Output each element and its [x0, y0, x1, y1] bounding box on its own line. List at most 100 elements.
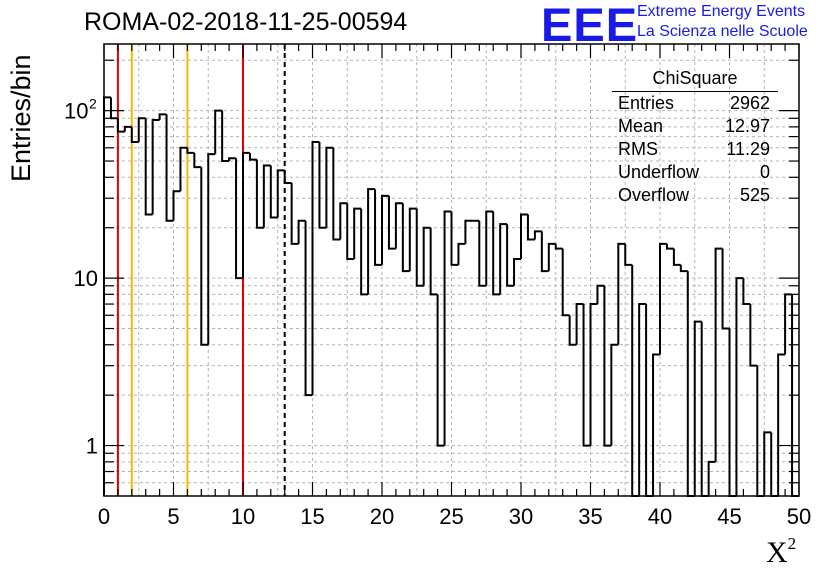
histogram-bin	[123, 125, 132, 132]
logo-line-2: La Scienza nelle Scuole	[637, 23, 808, 40]
histogram-bin	[144, 118, 153, 216]
histogram-bin	[526, 214, 535, 241]
histogram-bin	[374, 189, 382, 266]
histogram-bin	[290, 182, 299, 245]
histogram-bin	[478, 220, 487, 287]
stats-value: 11.29	[726, 139, 770, 159]
histogram-bin	[513, 258, 521, 286]
histogram-bin	[401, 203, 410, 273]
x-axis-label: X2	[766, 534, 797, 570]
histogram-bin	[387, 195, 396, 250]
histogram-bin	[109, 97, 118, 120]
x-tick-label: 30	[509, 504, 533, 529]
stats-label: Mean	[618, 116, 664, 136]
x-tick-label: 50	[787, 504, 811, 529]
x-tick-label: 40	[648, 504, 672, 529]
histogram-bin	[617, 242, 626, 345]
histogram-bin	[269, 165, 278, 219]
histogram-bin	[415, 208, 424, 287]
x-tick-label: 35	[578, 504, 602, 529]
stats-row-overflow: Overflow 525	[612, 184, 778, 207]
axis-ticks	[103, 44, 800, 496]
eee-logo: EEE	[541, 0, 639, 51]
histogram-bin	[276, 169, 285, 218]
histogram-bin	[235, 158, 243, 280]
histogram-bin	[693, 320, 702, 496]
histogram-bin	[346, 203, 355, 261]
histogram-bin	[297, 219, 306, 244]
histogram-bin	[103, 96, 111, 496]
histogram-bin	[763, 431, 772, 496]
histogram-bin	[242, 151, 250, 279]
x-tick-label: 0	[98, 504, 110, 529]
histogram-bin	[130, 126, 139, 143]
histogram-bin	[200, 167, 209, 346]
histogram-bin	[457, 242, 466, 265]
stats-title: ChiSquare	[612, 68, 778, 92]
histogram-bin	[179, 146, 188, 192]
stats-label: Entries	[618, 93, 675, 113]
histogram-bin	[172, 190, 181, 221]
histogram-bin	[770, 432, 779, 497]
histogram-bin	[116, 118, 125, 133]
histogram-bin	[735, 277, 744, 496]
histogram-bin	[137, 117, 146, 142]
histogram-bin	[575, 303, 584, 345]
histogram-bin	[547, 242, 556, 272]
x-tick-label: 5	[167, 504, 179, 529]
histogram-bin	[158, 113, 167, 120]
histogram-bin	[742, 278, 751, 306]
histogram-bin	[353, 207, 362, 260]
histogram-bin	[756, 365, 765, 497]
histogram-bin	[582, 304, 591, 447]
x-axis-label-sup: 2	[787, 534, 797, 553]
histogram-bin	[784, 293, 793, 355]
histogram-bin	[193, 152, 202, 169]
x-tick-label: 45	[717, 504, 741, 529]
histogram-bin	[714, 247, 723, 462]
histogram-bin	[422, 226, 431, 286]
stats-row-underflow: Underflow 0	[612, 161, 778, 184]
histogram-bin	[499, 223, 508, 295]
histogram-bin	[665, 243, 674, 250]
logo-line-1: Extreme Energy Events	[637, 3, 806, 20]
histogram-bin	[659, 242, 667, 355]
stats-box: ChiSquare Entries 2962 Mean 12.97 RMS 11…	[612, 68, 778, 207]
histogram-bin	[707, 460, 716, 496]
histogram-bin	[540, 231, 549, 273]
stats-label: Underflow	[618, 162, 700, 182]
histogram-bin	[443, 210, 452, 446]
stats-value: 525	[739, 185, 770, 205]
histogram-bin	[645, 304, 654, 497]
histogram-bin	[624, 243, 633, 266]
histogram-bin	[228, 157, 237, 162]
histogram-bin	[332, 147, 341, 241]
histogram-bin	[568, 315, 577, 346]
stats-row-rms: RMS 11.29	[612, 138, 778, 161]
histogram-bin	[533, 230, 542, 240]
histogram-bin	[464, 219, 473, 244]
stats-label: RMS	[618, 139, 658, 159]
histogram-bin	[186, 147, 195, 154]
x-axis-label-base: X	[766, 536, 788, 569]
stats-value: 2962	[729, 93, 770, 113]
stats-value: 12.97	[724, 116, 770, 136]
histogram-bin	[672, 248, 681, 266]
histogram-bin	[165, 114, 174, 222]
histogram-bin	[596, 284, 605, 305]
y-axis-label: Entries/bin	[6, 54, 36, 182]
histogram-bin	[381, 194, 389, 265]
histogram-bin	[603, 285, 612, 447]
histogram-bin	[450, 211, 459, 266]
chart-title: ROMA-02-2018-11-25-00594	[84, 8, 408, 36]
histogram-bin	[749, 304, 758, 367]
histogram-bin	[367, 188, 376, 295]
x-tick-label: 20	[370, 504, 394, 529]
histogram-bin	[408, 207, 417, 272]
histogram-bin	[506, 224, 515, 287]
histogram-bin	[777, 353, 786, 496]
histogram-bin	[485, 210, 494, 286]
histogram-bin	[652, 353, 660, 496]
x-tick-label: 10	[231, 504, 255, 529]
histogram-bin	[561, 248, 570, 317]
